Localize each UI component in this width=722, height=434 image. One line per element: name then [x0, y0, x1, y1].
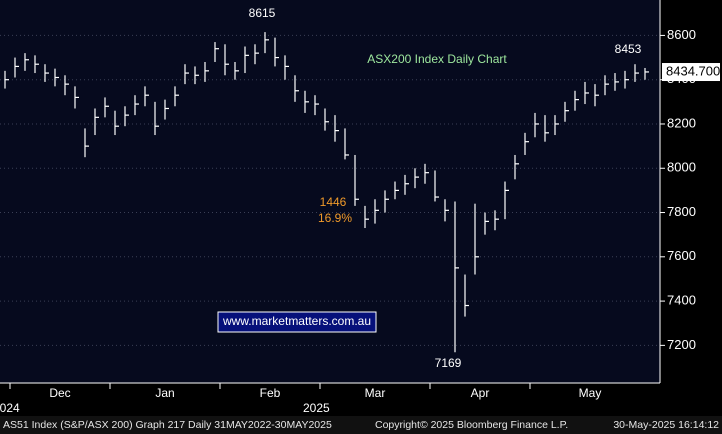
x-tick-label: Mar: [365, 386, 386, 400]
annotation: 8453: [615, 42, 642, 56]
y-tick-label: 7600: [667, 248, 696, 263]
y-tick-label: 8000: [667, 160, 696, 175]
x-tick-label: Jan: [155, 386, 174, 400]
y-tick-label: 7200: [667, 337, 696, 352]
annotation: 8615: [249, 6, 276, 20]
y-tick-label: 7400: [667, 293, 696, 308]
chart-title: ASX200 Index Daily Chart: [367, 52, 507, 66]
x-tick-label: Dec: [49, 386, 70, 400]
y-tick-label: 7800: [667, 204, 696, 219]
annotation: 16.9%: [318, 211, 352, 225]
annotation: 1446: [320, 195, 347, 209]
y-tick-label: 8200: [667, 115, 696, 130]
year-label: 2024: [0, 401, 20, 415]
footer-text: AS51 Index (S&P/ASX 200) Graph 217 Daily…: [3, 419, 332, 431]
website: www.marketmatters.com.au: [222, 314, 371, 328]
footer-text: 30-May-2025 16:14:12: [613, 419, 719, 431]
x-tick-label: Apr: [471, 386, 490, 400]
x-tick-label: Feb: [260, 386, 281, 400]
annotation: 7169: [435, 356, 462, 370]
footer-text: Copyright© 2025 Bloomberg Finance L.P.: [375, 419, 568, 431]
footer-bar: [0, 416, 722, 434]
website-box: [217, 311, 377, 333]
year-label: 2025: [303, 401, 330, 415]
last-price-box: [662, 63, 720, 82]
y-tick-label: 8600: [667, 27, 696, 42]
x-tick-label: May: [579, 386, 602, 400]
last-price-label: 8434.700: [666, 63, 720, 78]
